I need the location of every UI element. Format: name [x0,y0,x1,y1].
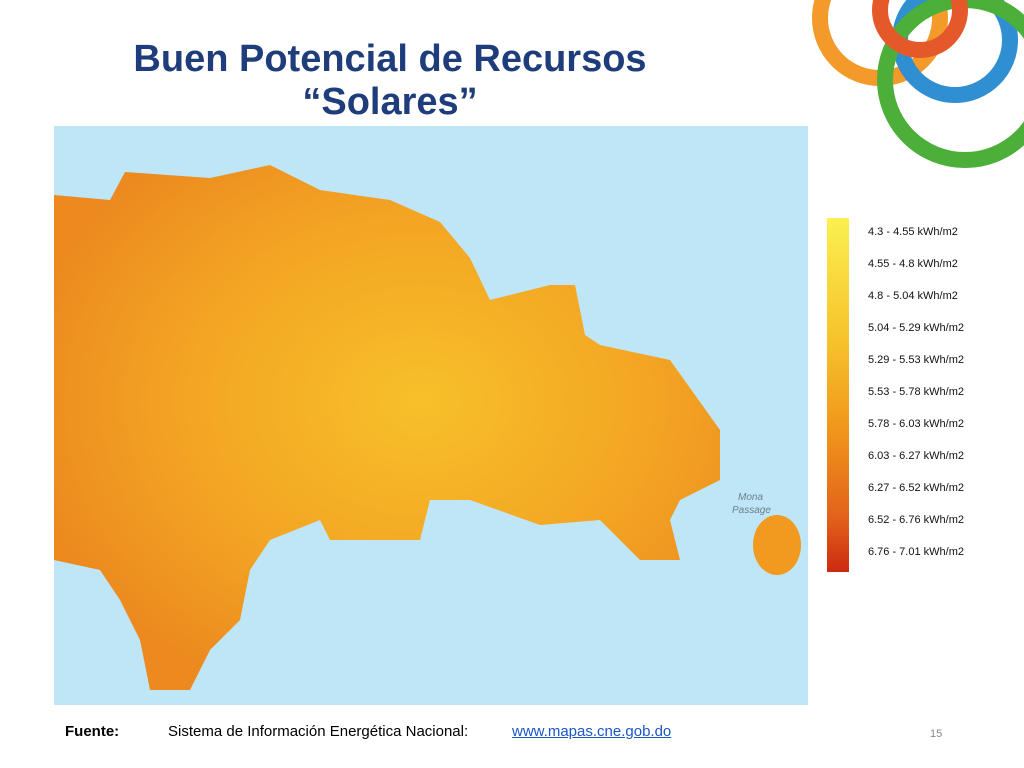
legend-item: 6.76 - 7.01 kWh/m2 [868,546,964,558]
map-label: Mona [738,492,764,503]
source-label: Fuente: [65,723,120,740]
legend-item: 5.29 - 5.53 kWh/m2 [868,354,964,366]
legend-item: 4.8 - 5.04 kWh/m2 [868,290,958,302]
map-label: Passage [732,505,771,516]
title-line: Buen Potencial de Recursos [133,38,647,80]
source-text: Sistema de Información Energética Nacion… [168,723,469,740]
legend-item: 5.04 - 5.29 kWh/m2 [868,322,964,334]
source-link[interactable]: www.mapas.cne.gob.do [512,723,672,740]
page-number: 15 [930,728,943,740]
legend-color-bar [827,218,849,572]
title-line: “Solares” [302,81,478,123]
island [54,165,720,690]
legend-item: 4.3 - 4.55 kWh/m2 [868,226,958,238]
mona-island [753,515,801,575]
legend-item: 5.78 - 6.03 kWh/m2 [868,418,964,430]
decoration [812,0,1024,168]
legend-item: 6.52 - 6.76 kWh/m2 [868,514,964,526]
legend-item: 5.53 - 5.78 kWh/m2 [868,386,964,398]
legend-item: 6.03 - 6.27 kWh/m2 [868,450,964,462]
legend-item: 4.55 - 4.8 kWh/m2 [868,258,958,270]
legend-item: 6.27 - 6.52 kWh/m2 [868,482,964,494]
